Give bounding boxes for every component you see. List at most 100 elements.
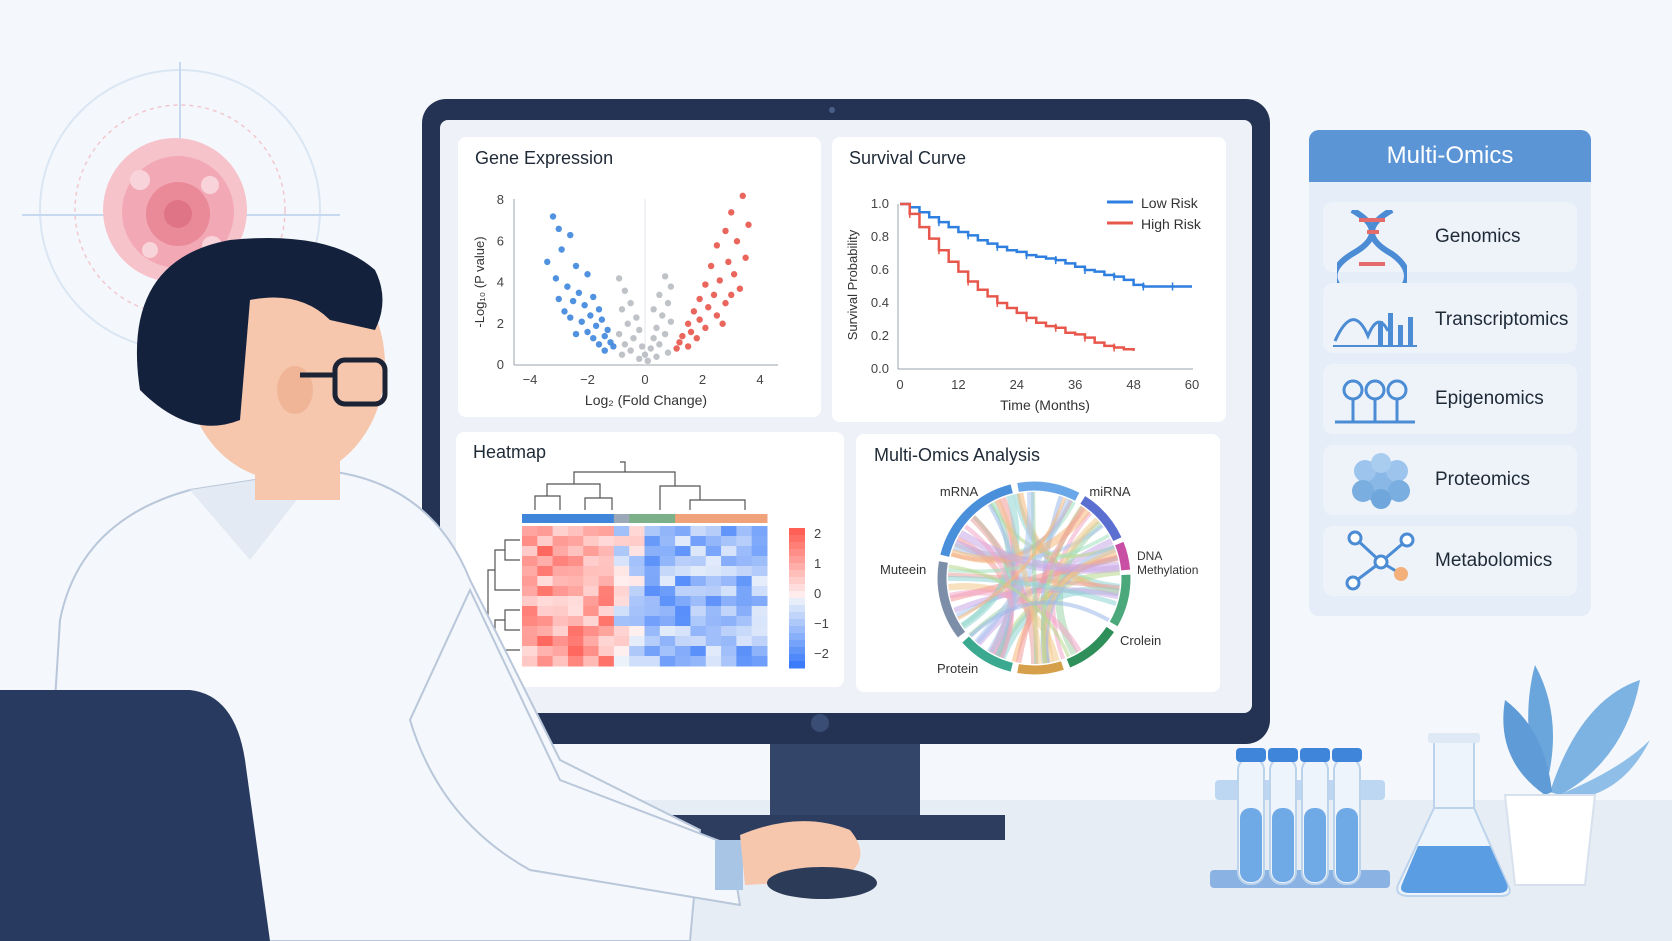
heatmap-cell — [552, 566, 569, 577]
volcano-point-up — [719, 320, 726, 327]
colorbar-tick-label: −2 — [814, 646, 829, 661]
heatmap-cell — [721, 546, 737, 557]
heatmap-cell — [721, 566, 737, 577]
heatmap-cell — [613, 576, 630, 587]
heatmap-cell — [644, 526, 661, 537]
heatmap-cell — [675, 646, 691, 657]
heatmap-cell — [690, 526, 707, 537]
heatmap-column-annotation — [736, 514, 753, 523]
heatmap-cell — [751, 566, 768, 577]
heatmap-cell — [583, 646, 600, 657]
heatmap-cell — [613, 656, 630, 667]
volcano-point-ns — [664, 349, 672, 356]
volcano-point-down — [549, 213, 557, 220]
heatmap-cell — [721, 556, 737, 567]
heatmap-cell — [675, 536, 691, 547]
survival-xtick-label: 24 — [1010, 377, 1024, 392]
chord-diagram: mRNA miRNA DNA Methylation Crolein Protei… — [880, 481, 1198, 676]
survival-ytick-label: 0.8 — [871, 229, 889, 244]
heatmap-cell — [598, 566, 615, 577]
volcano-point-ns — [630, 334, 637, 342]
heatmap-cell — [613, 536, 630, 547]
colorbar-tick-label: 0 — [814, 586, 821, 601]
heatmap-cell — [583, 526, 600, 537]
heatmap-cell — [537, 616, 554, 627]
survival-xtick-label: 12 — [951, 377, 965, 392]
heatmap-cell — [751, 526, 768, 537]
volcano-point-up — [684, 343, 692, 350]
test-tube-cap — [1236, 748, 1266, 762]
mouse[interactable] — [767, 867, 877, 899]
volcano-point-up — [742, 254, 749, 261]
heatmap-cell — [629, 536, 645, 547]
volcano-point-up — [707, 262, 715, 270]
power-button-icon[interactable] — [811, 714, 829, 732]
volcano-point-up — [690, 308, 698, 315]
chord-label-dna: DNA — [1137, 549, 1162, 563]
heatmap-cell — [567, 606, 584, 617]
heatmap-chart: 2 1 0 −1 −2 — [487, 461, 829, 669]
volcano-point-up — [713, 312, 721, 319]
heatmap-column-annotation — [537, 514, 554, 523]
survival-ytick-label: 0.6 — [871, 262, 889, 277]
heatmap-cell — [751, 546, 768, 557]
chord-label-protein: Protein — [937, 661, 978, 676]
volcano-point-ns — [661, 273, 669, 280]
colorbar-step — [789, 598, 805, 606]
heatmap-cell — [675, 596, 691, 607]
heatmap-cell — [644, 556, 661, 567]
heatmap-column-annotation — [705, 514, 722, 523]
chord-arc — [1080, 496, 1122, 542]
heatmap-cell — [552, 626, 569, 637]
heatmap-cell — [736, 596, 753, 607]
test-tube-cap — [1300, 748, 1330, 762]
volcano-point-down — [601, 347, 608, 354]
heatmap-cell — [522, 606, 538, 617]
volcano-point-down — [544, 258, 551, 266]
heatmap-cell — [522, 546, 538, 557]
colorbar-step — [789, 528, 805, 536]
volcano-point-ns — [618, 306, 626, 313]
heatmap-cell — [522, 616, 538, 627]
heatmap-cell — [736, 646, 753, 657]
volcano-point-ns — [615, 275, 623, 282]
chord-arc — [1017, 481, 1080, 501]
heatmap-cell — [567, 536, 584, 547]
volcano-point-down — [581, 301, 588, 309]
heatmap-cell — [629, 656, 645, 667]
heatmap-cell — [567, 616, 584, 627]
heatmap-cell — [736, 616, 753, 627]
heatmap-cell — [613, 606, 630, 617]
heatmap-cell — [522, 536, 538, 547]
heatmap-cell — [537, 576, 554, 587]
heatmap-cell — [552, 576, 569, 587]
volcano-point-down — [567, 314, 574, 321]
flask-icon — [1396, 733, 1511, 897]
volcano-point-up — [702, 281, 709, 288]
heatmap-cell — [659, 626, 676, 637]
volcano-point-up — [696, 316, 703, 323]
heatmap-cell — [552, 616, 569, 627]
colorbar-tick-label: 1 — [814, 556, 821, 571]
heatmap-cell — [659, 536, 676, 547]
heatmap-cell — [522, 596, 538, 607]
volcano-point-down — [552, 275, 560, 282]
heatmap-column-annotation — [675, 514, 691, 523]
office-chair — [0, 690, 270, 941]
survival-xtick-label: 60 — [1185, 377, 1199, 392]
volcano-point-down — [555, 225, 562, 233]
volcano-point-ns — [638, 343, 646, 350]
heatmap-cell — [736, 526, 753, 537]
chord-ribbon — [948, 564, 1071, 658]
heatmap-cell — [522, 576, 538, 587]
heatmap-cell — [690, 636, 707, 647]
heatmap-cell — [721, 646, 737, 657]
heatmap-cell — [537, 586, 554, 597]
heatmap-cell — [552, 656, 569, 667]
heatmap-cell — [613, 596, 630, 607]
heatmap-column-annotation — [659, 514, 676, 523]
volcano-point-down — [590, 293, 597, 301]
heatmap-cell — [583, 536, 600, 547]
heatmap-cell — [567, 566, 584, 577]
